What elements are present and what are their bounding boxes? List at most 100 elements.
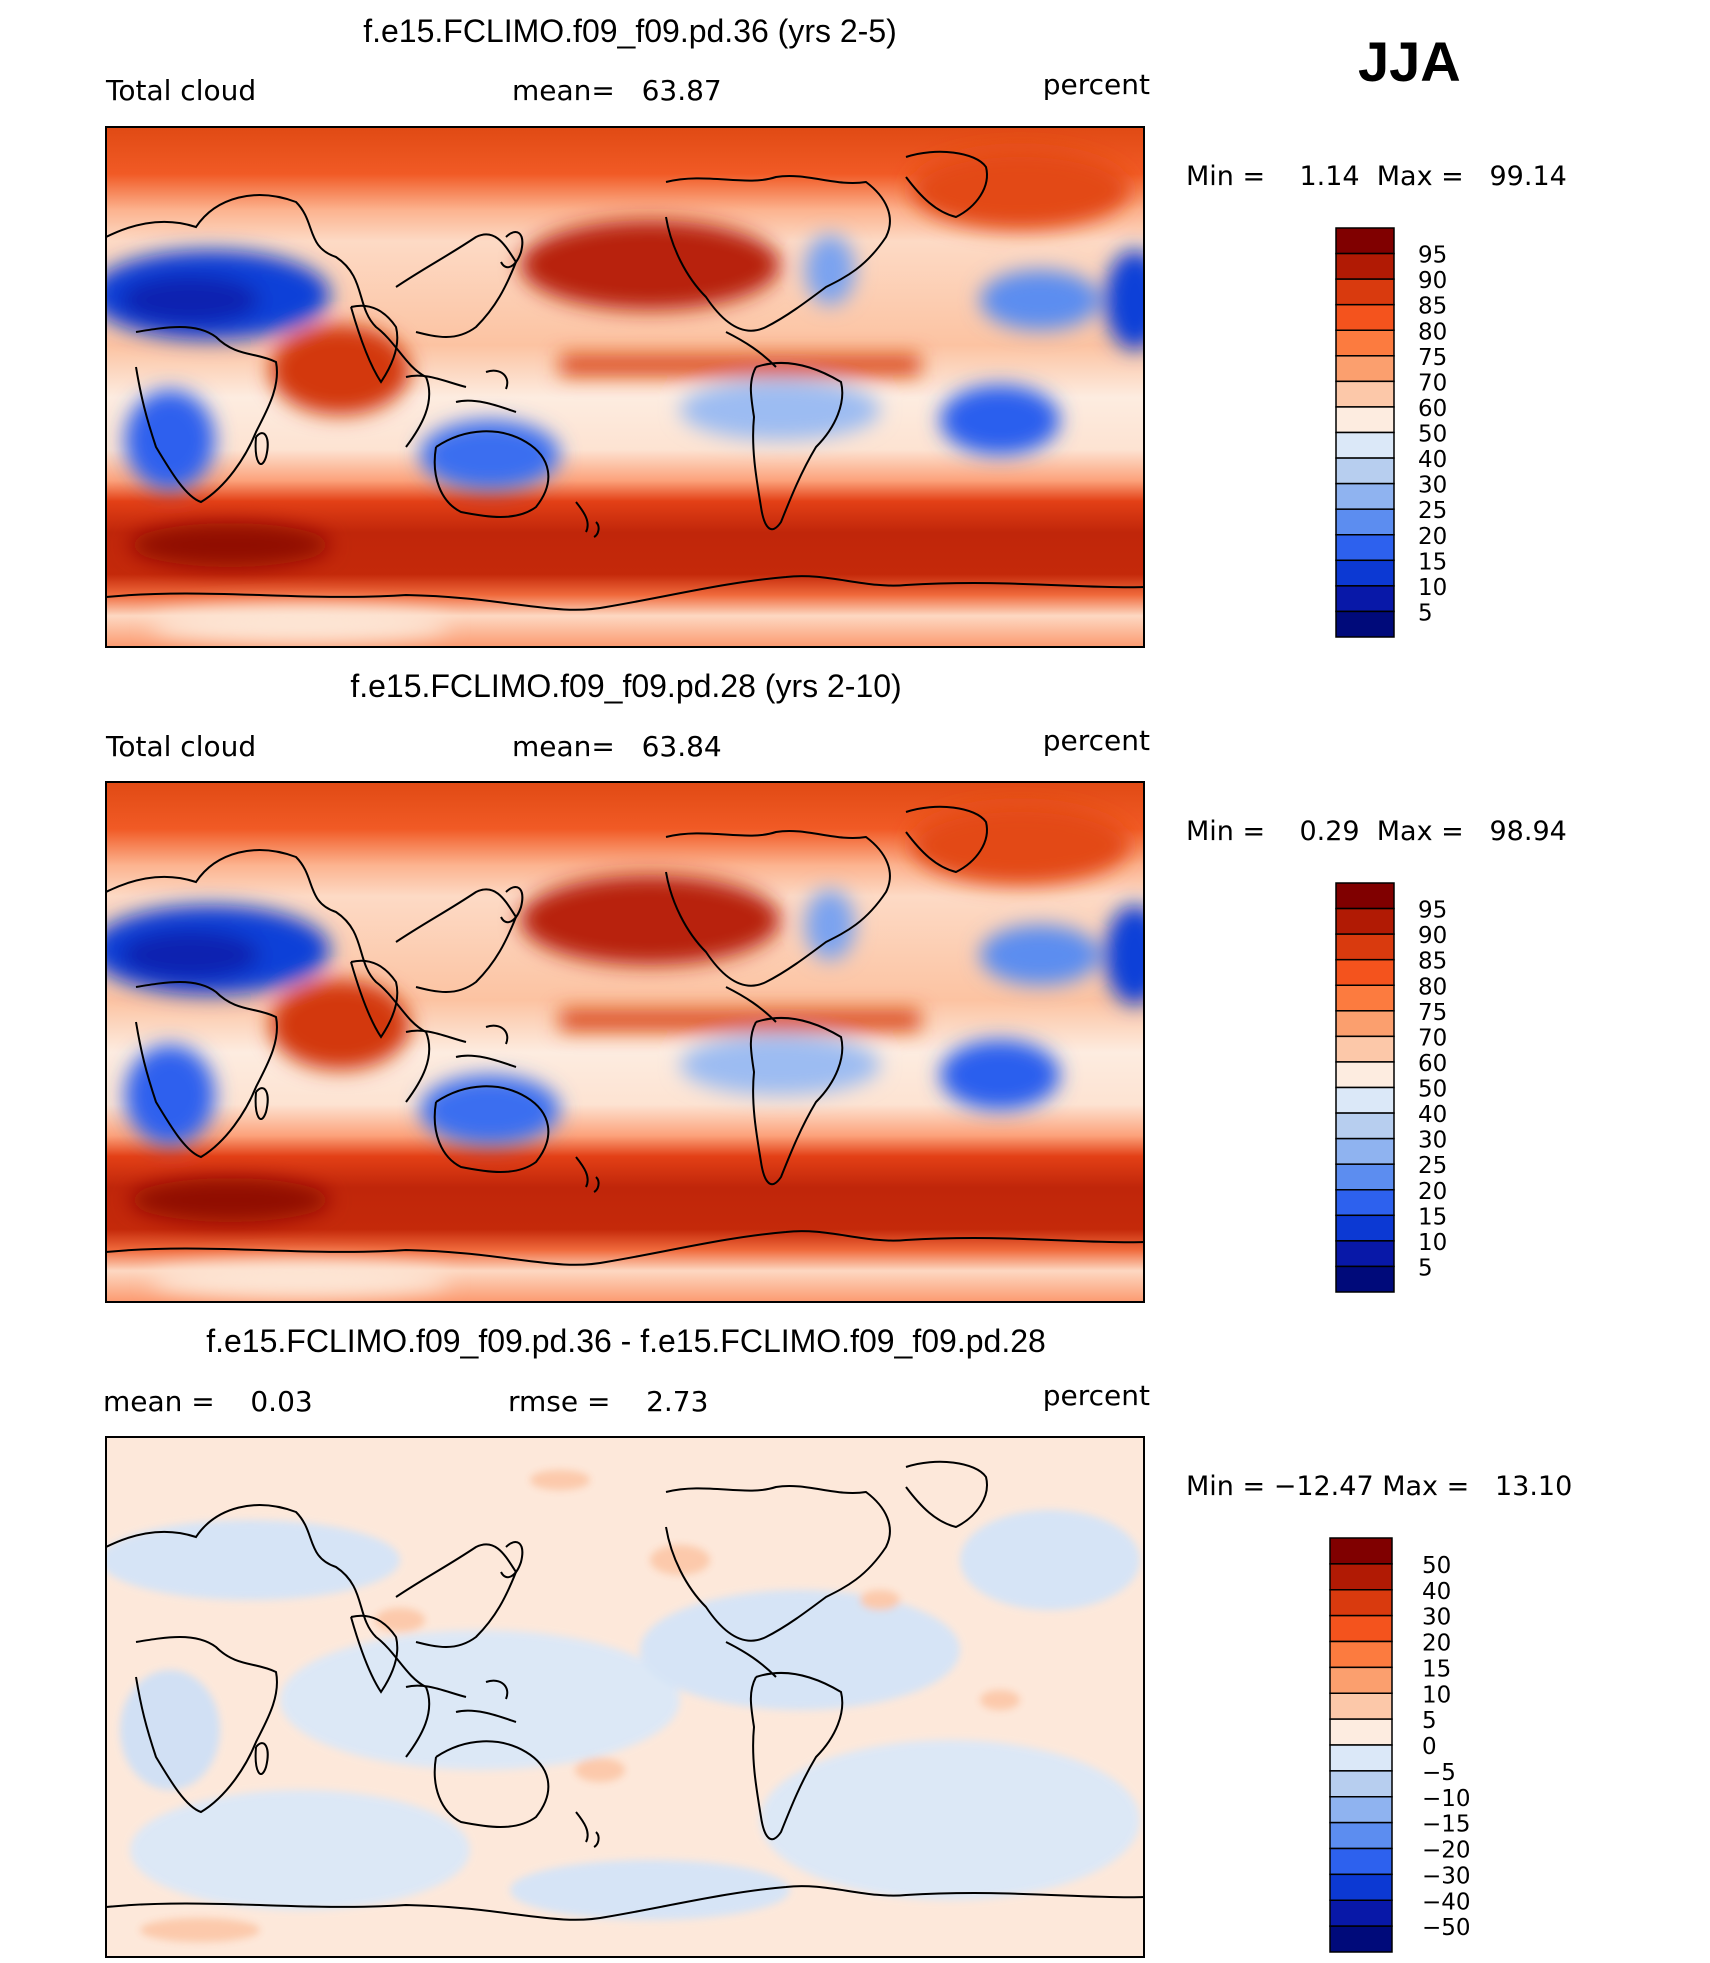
panel-3-rmse: rmse = 2.73 [508, 1385, 708, 1418]
colorbar-swatch [1329, 1821, 1393, 1850]
colorbar-tick-label: 50 [1418, 1077, 1447, 1103]
colorbar-tick-label: −10 [1422, 1786, 1471, 1812]
colorbar-tick-label: 20 [1418, 524, 1447, 550]
colorbar-tick-label: −30 [1422, 1863, 1471, 1889]
colorbar-swatch [1335, 1163, 1395, 1191]
colorbar-tick-label: 70 [1418, 1025, 1447, 1051]
colorbar-tick-label: 80 [1418, 319, 1447, 345]
colorbar-swatch [1335, 508, 1395, 536]
colorbar-tick-label: 25 [1418, 498, 1447, 524]
panel-3: f.e15.FCLIMO.f09_f09.pd.36 - f.e15.FCLIM… [103, 1323, 1572, 1958]
colorbar-swatch [1335, 227, 1395, 255]
colorbar-tick-label: 70 [1418, 370, 1447, 396]
colorbar-swatch [1335, 882, 1395, 910]
colorbar-swatch [1329, 1847, 1393, 1876]
colorbar-tick-label: 90 [1418, 923, 1447, 949]
colorbar-tick-label: 20 [1422, 1631, 1451, 1657]
colorbar-tick-label: −20 [1422, 1838, 1471, 1864]
colorbar-swatch [1335, 406, 1395, 434]
colorbar-swatch [1329, 1666, 1393, 1694]
colorbar-tick-label: 10 [1418, 1230, 1447, 1256]
colorbar-swatch [1335, 355, 1395, 383]
colorbar-swatch [1335, 1086, 1395, 1114]
colorbar-tick-label: 25 [1418, 1153, 1447, 1179]
colorbar-swatch [1329, 1925, 1393, 1953]
panel-1-left-label: Total cloud [105, 74, 256, 107]
colorbar-tick-label: 50 [1418, 422, 1447, 448]
colorbar-swatch [1329, 1770, 1393, 1798]
colorbar-tick-label: 5 [1418, 1255, 1433, 1281]
colorbar-swatch [1335, 482, 1395, 510]
colorbar-swatch [1335, 610, 1395, 638]
colorbar-swatch [1335, 1214, 1395, 1242]
colorbar-tick-label: 20 [1418, 1179, 1447, 1205]
colorbar-swatch [1329, 1796, 1393, 1824]
colorbar-tick-label: 0 [1422, 1734, 1437, 1760]
colorbar-tick-label: 50 [1422, 1553, 1451, 1579]
colorbar-swatch [1329, 1589, 1393, 1617]
colorbar-tick-label: 10 [1422, 1682, 1451, 1708]
panel-1-minmax: Min = 1.14 Max = 99.14 [1186, 161, 1567, 192]
panel-2-units: percent [1043, 724, 1150, 757]
panel-2-left-label: Total cloud [105, 730, 256, 763]
colorbar-tick-label: 10 [1418, 575, 1447, 601]
season-label: JJA [1358, 30, 1461, 93]
colorbar-tick-label: 30 [1422, 1605, 1451, 1631]
colorbar-swatch [1335, 1137, 1395, 1165]
panel-3-title: f.e15.FCLIMO.f09_f09.pd.36 - f.e15.FCLIM… [206, 1323, 1046, 1359]
colorbar-tick-label: 60 [1418, 396, 1447, 422]
colorbar-tick-label: 30 [1418, 1128, 1447, 1154]
colorbar-tick-label: −5 [1422, 1760, 1456, 1786]
colorbar-swatch [1335, 1061, 1395, 1089]
colorbar-tick-label: 75 [1418, 345, 1447, 371]
colorbar-tick-label: 5 [1418, 600, 1433, 626]
colorbar-swatch [1335, 1265, 1395, 1293]
colorbar-swatch [1329, 1563, 1393, 1591]
colorbar-swatch [1335, 1112, 1395, 1140]
panel-2-minmax: Min = 0.29 Max = 98.94 [1186, 816, 1567, 847]
colorbar-swatch [1335, 907, 1395, 935]
colorbar-swatch [1335, 559, 1395, 587]
panel-3-mean: mean = 0.03 [103, 1385, 313, 1418]
colorbar-tick-label: −15 [1422, 1812, 1471, 1838]
colorbar-swatch [1335, 252, 1395, 280]
panel-1-title: f.e15.FCLIMO.f09_f09.pd.36 (yrs 2-5) [363, 13, 897, 49]
colorbar-tick-label: 15 [1422, 1656, 1451, 1682]
panel-1-map [106, 127, 1144, 647]
colorbar-tick-label: 15 [1418, 549, 1447, 575]
colorbar-tick-label: 5 [1422, 1708, 1437, 1734]
colorbar-swatch [1335, 534, 1395, 562]
colorbar-swatch [1329, 1640, 1393, 1669]
colorbar-swatch [1329, 1899, 1393, 1927]
colorbar-swatch [1335, 958, 1395, 986]
colorbar-swatch [1329, 1744, 1393, 1772]
colorbar-tick-label: −40 [1422, 1889, 1471, 1915]
panel-2-map [106, 782, 1144, 1302]
colorbar-tick-label: 85 [1418, 294, 1447, 320]
colorbar-swatch [1329, 1537, 1393, 1565]
colorbar-swatch [1335, 457, 1395, 485]
colorbar-swatch [1335, 1010, 1395, 1038]
colorbar-swatch [1335, 278, 1395, 306]
panel-2-mean: mean= 63.84 [512, 730, 722, 763]
colorbar-swatch [1329, 1718, 1393, 1746]
panel-1-mean: mean= 63.87 [512, 74, 722, 107]
colorbar-tick-label: −50 [1422, 1915, 1471, 1941]
colorbar-tick-label: 85 [1418, 949, 1447, 975]
colorbar-tick-label: 75 [1418, 1000, 1447, 1026]
colorbar-swatch [1335, 1035, 1395, 1063]
panel-2: f.e15.FCLIMO.f09_f09.pd.28 (yrs 2-10) To… [105, 668, 1567, 1303]
colorbar-tick-label: 40 [1418, 447, 1447, 473]
colorbar-swatch [1335, 984, 1395, 1012]
colorbar-tick-label: 40 [1422, 1579, 1451, 1605]
colorbar-tick-label: 95 [1418, 898, 1447, 924]
colorbar-tick-label: 15 [1418, 1204, 1447, 1230]
colorbar-swatch [1335, 585, 1395, 613]
panel-1-units: percent [1043, 68, 1150, 101]
colorbar-swatch [1329, 1873, 1393, 1901]
colorbar-swatch [1335, 431, 1395, 459]
